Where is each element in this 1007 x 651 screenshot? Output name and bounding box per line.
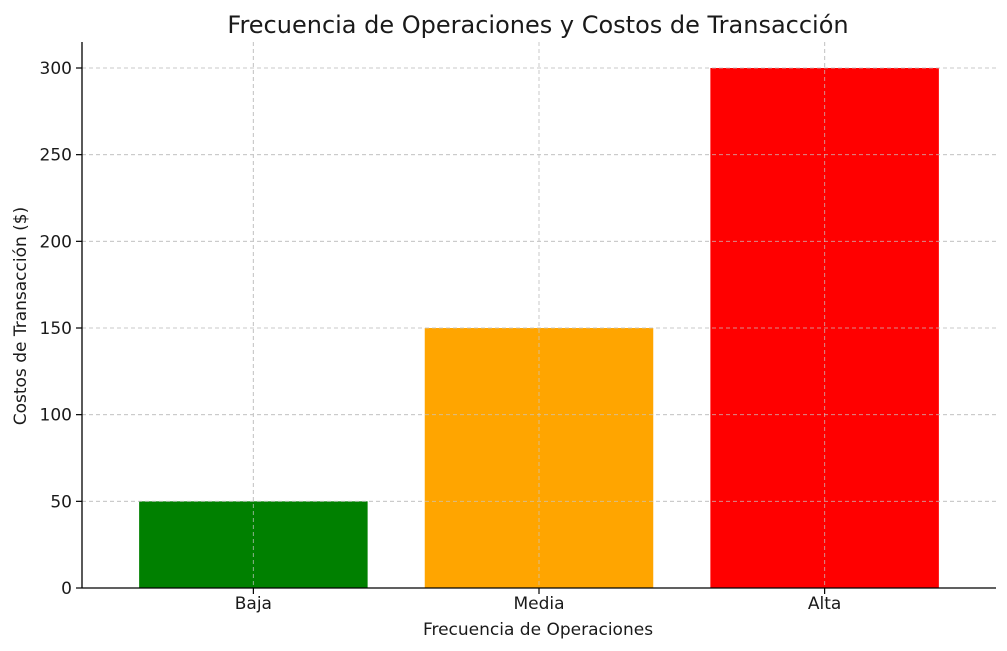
x-tick-label: Alta [808,594,841,614]
y-tick-label: 100 [40,406,72,426]
y-tick-label: 300 [40,59,72,79]
x-tick-label: Media [513,594,564,614]
x-axis-ticks: Baja Media Alta [235,588,841,614]
y-tick-label: 150 [40,319,72,339]
y-tick-label: 0 [61,579,72,599]
x-axis-label: Frecuencia de Operaciones [423,620,653,640]
y-tick-label: 250 [40,146,72,166]
x-tick-label: Baja [235,594,272,614]
y-tick-label: 50 [50,492,72,512]
chart-title: Frecuencia de Operaciones y Costos de Tr… [227,11,848,39]
y-tick-label: 200 [40,232,72,252]
bars [82,42,996,588]
y-axis-ticks: 0 50 100 150 200 250 300 [40,59,82,599]
bar-baja [139,501,368,588]
y-axis-label: Costos de Transacción ($) [11,207,31,426]
